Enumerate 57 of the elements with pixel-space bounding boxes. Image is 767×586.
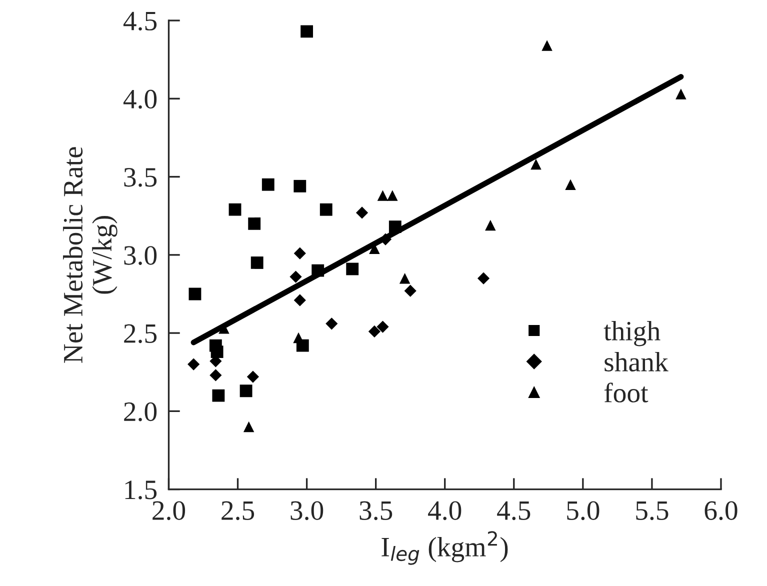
point xyxy=(312,264,324,277)
x-tick-label: 5.0 xyxy=(567,501,600,520)
point xyxy=(210,346,224,358)
y-tick-label: 4.0 xyxy=(123,90,157,109)
point xyxy=(240,384,252,398)
point xyxy=(294,180,306,192)
point xyxy=(530,158,542,170)
point xyxy=(262,178,274,191)
y-tick-label: 1.5 xyxy=(125,480,157,500)
x-tick-label: 3.0 xyxy=(290,501,324,520)
point xyxy=(387,190,398,201)
legend-label: shank xyxy=(604,352,668,372)
y-tick-label: 3.0 xyxy=(124,246,157,265)
legend-label: thigh xyxy=(604,320,660,346)
y-axis-title: Net Metabolic Rate (W/kg) xyxy=(63,147,118,363)
point xyxy=(346,262,359,276)
point xyxy=(377,190,388,201)
point xyxy=(210,369,222,382)
x-tick-label: 2.0 xyxy=(152,501,186,520)
point xyxy=(542,40,552,51)
point xyxy=(243,421,254,432)
point xyxy=(250,256,264,269)
point xyxy=(300,25,314,38)
point xyxy=(246,370,260,383)
point xyxy=(212,389,225,402)
point xyxy=(294,294,306,306)
x-tick-label: 4.0 xyxy=(428,501,462,520)
point xyxy=(290,270,302,283)
point xyxy=(676,88,686,100)
y-tick-label: 2.0 xyxy=(124,402,157,422)
point xyxy=(228,203,242,216)
point xyxy=(356,206,368,219)
point xyxy=(188,358,200,370)
point xyxy=(404,284,416,297)
point xyxy=(320,203,332,216)
x-tick-label: 6.0 xyxy=(704,501,738,520)
point xyxy=(368,325,381,338)
point xyxy=(485,220,496,231)
point xyxy=(376,320,389,333)
point xyxy=(294,247,306,260)
y-tick-label: 3.5 xyxy=(124,168,157,187)
point xyxy=(248,217,261,230)
point xyxy=(326,318,338,330)
point xyxy=(293,332,304,344)
y-tick-label: 4.5 xyxy=(123,12,157,31)
x-tick-label: 4.5 xyxy=(497,501,530,520)
x-axis-title: I$_{leg}$ (kgm$^{2}$) xyxy=(382,531,508,565)
legend-label: foot xyxy=(604,382,648,402)
point xyxy=(188,288,202,300)
point xyxy=(565,179,576,190)
y-tick-label: 2.5 xyxy=(124,324,157,344)
point xyxy=(477,272,490,284)
x-tick-label: 5.5 xyxy=(636,502,668,520)
x-tick-label: 3.5 xyxy=(360,501,392,520)
point xyxy=(388,220,402,233)
x-tick-label: 2.5 xyxy=(222,501,254,520)
point xyxy=(399,272,410,284)
